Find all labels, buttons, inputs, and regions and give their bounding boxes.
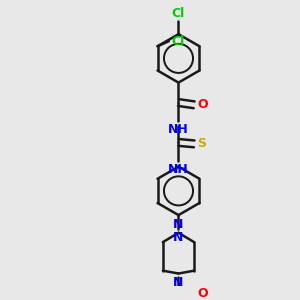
Text: N: N — [173, 276, 184, 289]
Text: Cl: Cl — [172, 7, 185, 20]
Text: NH: NH — [168, 123, 189, 136]
Text: N: N — [173, 231, 184, 244]
Text: N: N — [173, 218, 184, 231]
Text: O: O — [198, 98, 208, 111]
Text: Cl: Cl — [172, 34, 185, 48]
Text: NH: NH — [168, 163, 189, 176]
Text: S: S — [198, 137, 207, 150]
Text: O: O — [198, 287, 208, 300]
